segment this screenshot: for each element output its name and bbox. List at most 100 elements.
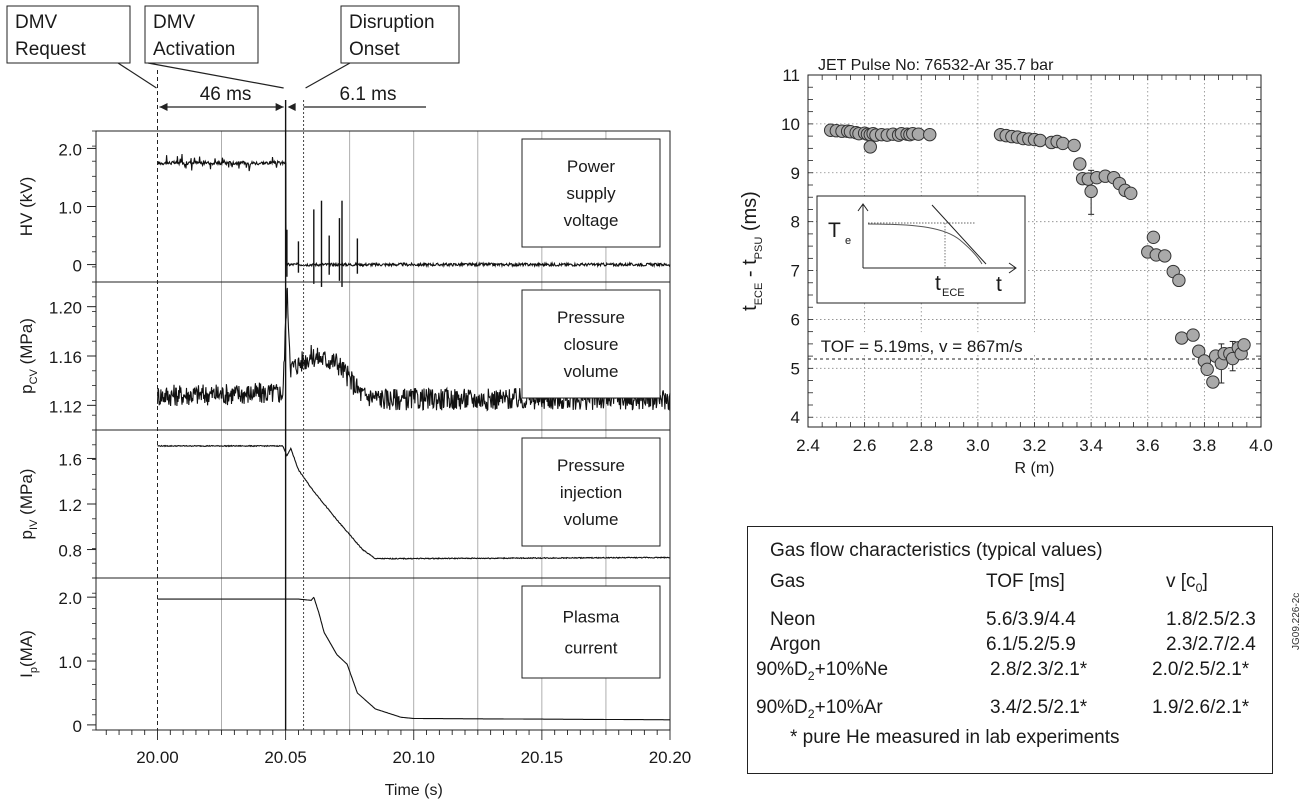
panel-label-line: volume [564,510,619,529]
data-point [1084,184,1098,199]
data-point [1056,136,1070,151]
data-point [1186,328,1200,342]
y-tick-label: 6 [791,310,800,329]
y-axis-label-unit: (MPa) [17,318,36,369]
callout-dmv-activation-text: Activation [153,39,235,60]
data-point [1146,230,1161,245]
panel-label-box [521,289,661,399]
table-row-d2ar-tof: 3.4/2.5/2.1* [990,697,1088,718]
panel-label-line: Plasma [563,608,620,627]
y-axis-label: pIV (MPa) [17,469,40,540]
table-title: Gas flow characteristics (typical values… [770,540,1103,561]
panel-label-line: Pressure [557,308,625,327]
x-tick-label: 3.8 [1193,436,1217,455]
y-tick-label: 2.0 [58,589,82,608]
data-point [1172,273,1186,288]
y-axis-label-unit: (MPa) [17,469,36,520]
data-point [863,140,877,154]
callout-dmv-activation-text: DMV [153,12,196,33]
y-axis-label-main: I [17,673,36,678]
data-point [1124,186,1138,201]
y-tick-label: 9 [791,164,800,183]
table-row-d2ar-v: 1.9/2.6/2.1* [1152,697,1250,718]
signal-trace [156,287,671,412]
signal-trace [156,153,671,269]
callout-dmv-activation-box [144,5,259,64]
y-tick-label: 1.2 [58,496,82,515]
table-row-neon-gas: Neon [770,609,816,630]
y-tick-label: 8 [791,213,800,232]
interval-6ms-label: 6.1 ms [339,84,396,105]
scatter-chart: 2.4 2.6 2.8 3.0 3.2 3.4 3.6 3.8 4.0 4 5 6 7 8 9 10 11 R (… [739,57,1273,477]
x-tick-label: 2.8 [909,436,933,455]
data-point [1200,362,1214,377]
table-row-argon-v: 2.3/2.7/2.4 [1166,634,1256,655]
x-tick-label: 20.20 [649,748,692,767]
table-row-d2ne-gas: 90%D2+10%Ne [756,659,889,683]
interval-markers: 46 ms 6.1 ms [159,84,426,111]
event-markers [157,70,305,730]
arrowhead [275,103,284,111]
y-tick-label: 1.12 [49,397,82,416]
y-axis-label-sub: p [28,667,40,673]
y-tick-label: 1.16 [49,348,82,367]
x-axis-label: Time (s) [385,782,443,799]
callout-disruption-onset-text: Onset [349,39,400,60]
callout-dmv-request-text: DMV [15,12,58,33]
data-point [1158,249,1172,263]
table-row-d2ar-gas: 90%D2+10%Ar [756,697,883,721]
panel-label-line: Pressure [557,456,625,475]
x-tick-label: 20.15 [521,748,564,767]
panel-hv: 2.0 1.0 0 HV (kV) Power supply voltage [17,130,671,287]
table-row-neon-tof: 5.6/3.9/4.4 [986,609,1076,630]
arrowhead [287,103,296,111]
y-tick-label: 2.0 [58,140,82,159]
table-row-argon-gas: Argon [770,634,821,655]
gas-flow-table: Gas flow characteristics (typical values… [747,526,1273,774]
data-point [911,127,926,141]
callout-dmv-activation: DMV Activation [144,5,284,89]
inset-marker-label-sub: ECE [942,287,965,299]
data-point [1073,157,1087,171]
x-tick-label: 20.10 [392,748,435,767]
table-header-tof: TOF [ms] [986,571,1065,592]
x-tick-label: 3.4 [1079,436,1103,455]
panel-label-box [521,437,661,547]
y-axis-label: tECE - tPSU (ms) [739,191,765,311]
y-axis-label-main: HV (kV) [17,177,36,237]
inset-y-label: T [828,219,841,242]
callout-dmv-request-box [6,5,131,64]
callout-dmv-activation-pointer [147,62,284,89]
y-axis-label-main: p [17,530,36,539]
table-row-neon-v: 1.8/2.5/2.3 [1166,609,1256,630]
y-tick-label: 1.0 [58,653,82,672]
panel-label-line: injection [560,483,622,502]
y-axis-label-unit: (MA) [17,630,36,667]
x-tick-label: 4.0 [1249,436,1273,455]
panel-label-line: volume [564,362,619,381]
y-axis-label-main: p [17,384,36,393]
y-tick-label: 4 [791,408,800,427]
x-tick-label: 2.4 [796,436,820,455]
y-tick-label: 0.8 [58,542,82,561]
y-axis-label-part: (ms) [739,191,761,237]
fit-label-bg [816,332,1087,355]
data-point [1206,375,1220,389]
interval-46ms-label: 46 ms [200,84,252,105]
data-point [1237,338,1251,352]
panel-label-line: voltage [564,211,619,230]
callout-dmv-request: DMV Request [6,5,157,89]
x-tick-label: 3.6 [1136,436,1160,455]
callout-disruption-onset: Disruption Onset [305,5,460,89]
inset-frame [816,195,1026,304]
panel-label-box [521,138,661,248]
panel-pcv: 1.20 1.16 1.12 pCV (MPa) Pressure closure volu… [17,281,671,431]
inset-curve [867,223,983,265]
y-axis-label-part: PSU [753,237,765,260]
table-header-gas: Gas [770,571,805,592]
arrowhead [159,103,168,111]
x-tick-label: 20.05 [264,748,307,767]
inset-tangent [931,204,987,265]
